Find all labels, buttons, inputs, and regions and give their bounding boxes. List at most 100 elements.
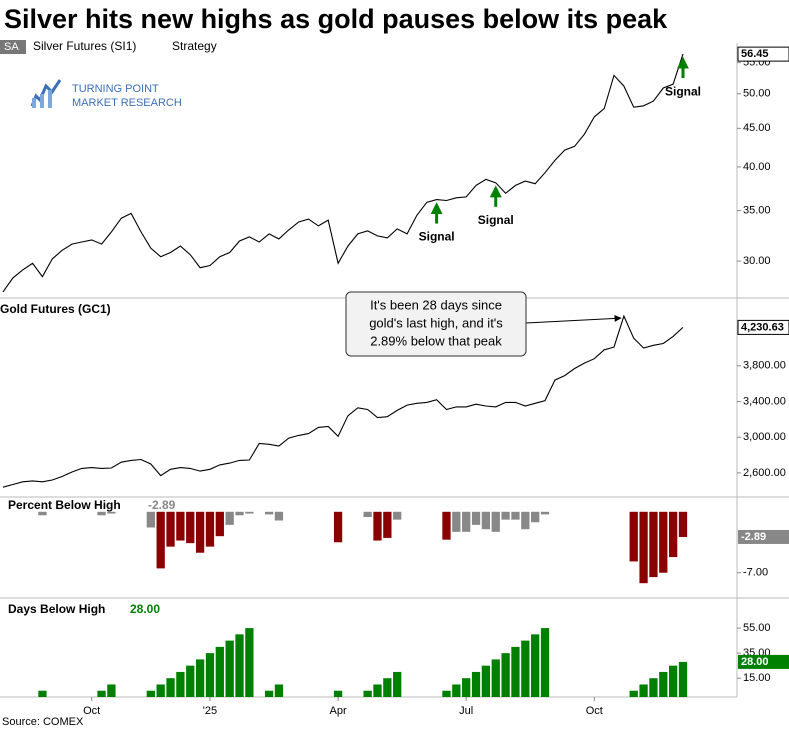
annotation-text: It's been 28 days since [370,297,502,312]
bar [452,511,461,532]
bar [669,511,678,558]
last-value-badge [738,529,789,544]
bar [491,511,500,532]
bar [501,653,510,697]
annotation-box [345,291,527,357]
annotation-text: gold's last high, and it's [369,315,503,330]
header-value: -2.89 [148,498,176,512]
bar [540,628,550,697]
y-tick-label: 55.00 [743,622,771,634]
bar [274,684,284,697]
bar [659,511,668,573]
symbol-badge [0,40,26,54]
bar [442,690,451,697]
x-tick-label: Jul [459,705,473,717]
bar [245,628,254,697]
last-value-badge [738,654,789,669]
bar [481,665,491,697]
bar [333,511,343,543]
bar [639,684,648,697]
bar [678,661,688,697]
bar [629,690,638,697]
bar [383,678,392,697]
annotation-arrow [525,314,622,324]
bar [511,511,520,520]
bar [245,511,254,514]
signal-label: Signal [419,230,455,244]
bar [215,646,224,697]
bar [531,634,540,697]
bar [235,511,244,516]
x-tick-label: '25 [203,705,217,717]
signal-label: Signal [478,213,514,227]
bar [471,671,481,697]
y-tick-label: 35.00 [743,205,771,217]
bar [186,511,195,544]
bar [649,678,658,697]
study-label: Strategy [172,39,217,53]
bar [97,690,106,697]
logo-icon [32,98,36,108]
bar [195,659,205,697]
y-tick-label: 30.00 [743,255,771,267]
bar [531,511,540,523]
symbol: SA [4,41,19,53]
logo-text: MARKET RESEARCH [72,97,182,109]
bar [481,511,491,530]
bar [38,690,47,697]
bar [511,646,520,697]
bar [156,684,165,697]
bar [501,511,510,520]
bar [205,511,215,547]
bar [264,511,274,515]
bar [373,684,382,697]
last-value-label: 56.45 [741,48,769,60]
logo: TURNING POINT MARKET RESEARCH [30,79,182,109]
bar [363,690,372,697]
logo-icon [40,94,44,108]
bar [97,511,106,516]
bar [195,511,205,553]
logo-icon [48,90,52,108]
bar [205,653,215,697]
logo-text: TURNING POINT [72,83,159,95]
chart-title: Silver hits new highs as gold pauses bel… [4,4,668,34]
bar [629,511,638,562]
y-tick-label: 3,000.00 [743,431,786,443]
bar [264,690,274,697]
bar [678,511,688,537]
annotation-text: 2.89% below that peak [370,333,502,348]
bar [107,511,116,514]
bar [333,690,343,697]
last-value-label: -2.89 [741,531,766,543]
last-value-badge [737,319,789,335]
y-tick-label: 3,400.00 [743,395,786,407]
bar [363,511,372,518]
bar [225,640,234,697]
series-label: Silver Futures (SI1) [33,39,136,53]
series-label: Days Below High [8,602,105,616]
price-line [2,53,684,293]
x-tick-label: Oct [586,705,603,717]
bar [146,511,155,528]
series-label: Gold Futures (GC1) [0,302,111,316]
y-tick-label: 40.00 [743,161,771,173]
bar [107,684,116,697]
y-tick-label: 50.00 [743,88,771,100]
bar [176,671,185,697]
bar [225,511,234,525]
y-tick-label: 2,600.00 [743,467,786,479]
x-tick-label: Apr [330,705,347,717]
bar [373,511,382,541]
bar [156,511,165,569]
bar [38,511,47,516]
bar [186,665,195,697]
bar [442,511,451,540]
source: Source: COMEX [2,716,84,728]
signal-label: Signal [665,84,701,98]
bar [462,678,471,697]
bar [649,511,658,578]
bar [393,671,402,697]
bar [176,511,185,541]
